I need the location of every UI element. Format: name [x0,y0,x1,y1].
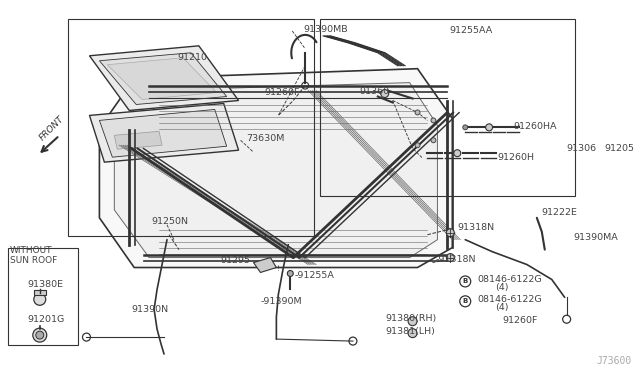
Circle shape [415,143,420,148]
Circle shape [408,317,417,326]
Circle shape [33,328,47,342]
Text: -91255A: -91255A [294,271,334,280]
Polygon shape [253,257,276,272]
Text: 91295: 91295 [221,256,251,265]
Text: -91318N: -91318N [435,255,476,264]
Text: 91205: 91205 [604,144,634,153]
Text: 91390N: 91390N [131,305,168,314]
Text: 91380E: 91380E [28,280,64,289]
Text: 91250N: 91250N [151,217,188,226]
Circle shape [463,125,468,130]
Text: 91222E: 91222E [542,208,578,217]
Text: 91260H: 91260H [497,153,534,162]
Text: 91390MB: 91390MB [303,25,348,35]
Text: 08146-6122G: 08146-6122G [477,295,542,304]
Circle shape [34,294,45,305]
Polygon shape [99,53,227,105]
Circle shape [408,328,417,338]
Text: 91255AA: 91255AA [449,26,493,35]
Circle shape [36,331,44,339]
Polygon shape [115,83,437,257]
Text: 91201G: 91201G [28,315,65,324]
Text: 91381(LH): 91381(LH) [386,327,436,336]
Text: B: B [463,278,468,285]
Circle shape [431,138,436,143]
Text: 91318N: 91318N [458,223,495,232]
Text: 91380(RH): 91380(RH) [386,314,437,323]
Circle shape [454,150,461,157]
Polygon shape [108,58,217,100]
Text: 91390MA: 91390MA [573,233,618,242]
Circle shape [415,110,420,115]
Polygon shape [90,103,239,162]
Circle shape [381,90,388,97]
Text: J73600: J73600 [596,356,632,366]
Text: 91306: 91306 [566,144,596,153]
Text: 91260HA: 91260HA [513,122,556,131]
Circle shape [486,124,493,131]
Text: 08146-6122G: 08146-6122G [477,275,542,284]
Text: 91360: 91360 [360,87,390,96]
Text: 73630M: 73630M [246,134,285,143]
Bar [68,19,314,236]
Circle shape [431,118,436,123]
Bar [8,248,77,345]
Polygon shape [99,109,227,157]
Text: (4): (4) [495,283,509,292]
Text: SUN ROOF: SUN ROOF [10,256,57,265]
Text: -91390M: -91390M [260,297,302,306]
Text: 91210: 91210 [177,53,207,62]
Text: (4): (4) [495,303,509,312]
Text: WITHOUT: WITHOUT [10,246,52,255]
Polygon shape [115,131,162,149]
Bar [320,19,575,196]
Text: B: B [463,298,468,304]
Polygon shape [99,69,452,267]
Polygon shape [90,46,239,110]
Bar [34,291,45,295]
Text: 91260F: 91260F [264,88,300,97]
Text: FRONT: FRONT [38,114,66,142]
Circle shape [446,254,454,262]
Text: 91260F: 91260F [502,316,538,325]
Circle shape [446,229,454,237]
Circle shape [287,270,293,276]
